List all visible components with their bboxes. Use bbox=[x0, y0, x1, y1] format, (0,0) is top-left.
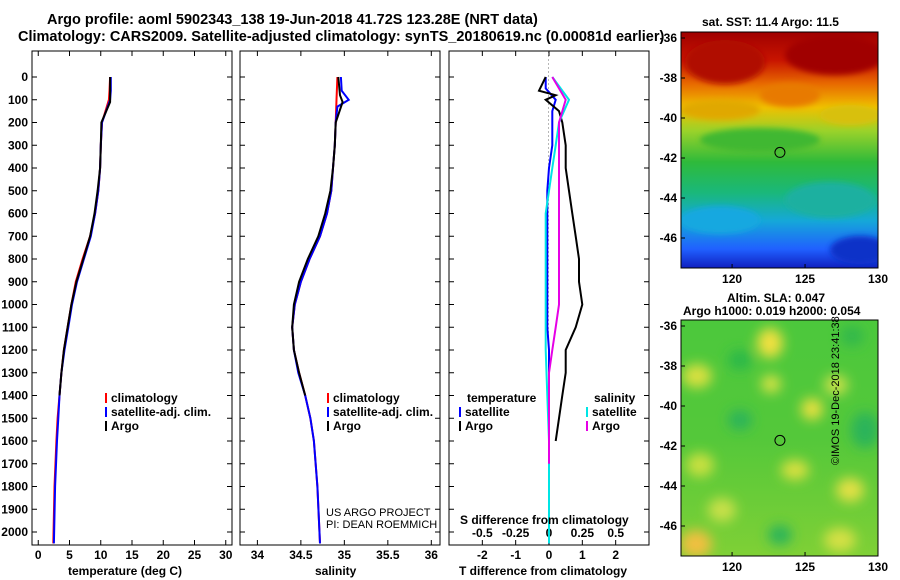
map-x-tick-label: 120 bbox=[722, 272, 742, 286]
x-tick-label: 1 bbox=[579, 548, 586, 562]
y-tick-label: 200 bbox=[8, 116, 28, 130]
y-tick-label: 1200 bbox=[1, 343, 28, 357]
x-tick-label: 10 bbox=[94, 548, 108, 562]
x-tick-label: 25 bbox=[188, 548, 202, 562]
y-tick-label: 100 bbox=[8, 93, 28, 107]
salinity-panel-frame bbox=[239, 50, 441, 546]
sst-map bbox=[681, 32, 878, 268]
series-line-satellite-adj-clim- bbox=[291, 76, 351, 544]
x-tick-label: 36 bbox=[425, 548, 439, 562]
x-tick-label: 30 bbox=[219, 548, 233, 562]
y-tick-label: 300 bbox=[8, 138, 28, 152]
t-difference-axis-label: T difference from climatology bbox=[459, 564, 628, 578]
sla-map-subtitle: Argo h1000: 0.019 h2000: 0.054 bbox=[683, 304, 861, 318]
sst-map-frame bbox=[680, 31, 879, 269]
x-tick-label: 20 bbox=[157, 548, 171, 562]
s-difference-axis-label: S difference from climatology bbox=[460, 513, 629, 527]
temperature-legend-label: satellite-adj. clim. bbox=[111, 405, 211, 419]
y-tick-label: 500 bbox=[8, 184, 28, 198]
map-y-tick-label: -40 bbox=[660, 399, 678, 413]
sst-map-title: sat. SST: 11.4 Argo: 11.5 bbox=[702, 15, 839, 29]
imos-timestamp: ©IMOS 19-Dec-2018 23:41:38 bbox=[830, 316, 842, 465]
title-line-2: Climatology: CARS2009. Satellite-adjuste… bbox=[18, 29, 665, 45]
map-y-tick-label: -40 bbox=[660, 111, 678, 125]
x-tick-label: 35.5 bbox=[376, 548, 400, 562]
pi-credit: PI: DEAN ROEMMICH bbox=[326, 519, 438, 531]
map-x-tick-label: 125 bbox=[795, 272, 815, 286]
map-y-tick-label: -42 bbox=[660, 151, 678, 165]
y-tick-label: 700 bbox=[8, 229, 28, 243]
map-y-tick-label: -44 bbox=[660, 479, 678, 493]
y-tick-label: 2000 bbox=[1, 525, 28, 539]
sla-map-title: Altim. SLA: 0.047 bbox=[727, 291, 826, 305]
y-tick-label: 1600 bbox=[1, 434, 28, 448]
series-line-t-argo bbox=[537, 76, 584, 442]
map-x-tick-label: 130 bbox=[868, 272, 888, 286]
salinity-legend-label: climatology bbox=[333, 391, 400, 405]
y-tick-label: 600 bbox=[8, 207, 28, 221]
temperature-legend-label: climatology bbox=[111, 391, 178, 405]
project-credit: US ARGO PROJECT bbox=[326, 507, 431, 519]
temperature-axis-label: temperature (deg C) bbox=[68, 564, 183, 578]
map-y-tick-label: -46 bbox=[660, 231, 678, 245]
s-legend-title: salinity bbox=[594, 391, 636, 405]
map-x-tick-label: 130 bbox=[868, 560, 888, 574]
series-line-argo bbox=[291, 76, 344, 396]
s-tick-label: 0.25 bbox=[571, 526, 595, 540]
difference-temperature-legend-label: satellite bbox=[465, 405, 510, 419]
sla-map-frame bbox=[680, 319, 879, 557]
y-tick-label: 800 bbox=[8, 252, 28, 266]
map-y-tick-label: -46 bbox=[660, 519, 678, 533]
y-tick-label: 1000 bbox=[1, 298, 28, 312]
x-tick-label: -2 bbox=[477, 548, 488, 562]
y-tick-label: 1100 bbox=[2, 320, 28, 334]
y-tick-label: 1800 bbox=[1, 480, 28, 494]
y-tick-label: 900 bbox=[8, 275, 28, 289]
map-y-tick-label: -44 bbox=[660, 191, 678, 205]
difference-salinity-legend-label: satellite bbox=[592, 405, 637, 419]
temperature-legend-label: Argo bbox=[111, 419, 139, 433]
x-tick-label: 2 bbox=[612, 548, 619, 562]
x-tick-label: 0 bbox=[546, 548, 553, 562]
argo-location-marker bbox=[774, 146, 786, 158]
map-x-tick-label: 125 bbox=[795, 560, 815, 574]
t-legend-title: temperature bbox=[467, 391, 537, 405]
x-tick-label: -1 bbox=[510, 548, 521, 562]
x-tick-label: 35 bbox=[338, 548, 352, 562]
title-line-1: Argo profile: aoml 5902343_138 19-Jun-20… bbox=[47, 12, 538, 28]
map-x-tick-label: 120 bbox=[722, 560, 742, 574]
y-tick-label: 1300 bbox=[1, 366, 28, 380]
x-tick-label: 34.5 bbox=[289, 548, 313, 562]
map-y-tick-label: -38 bbox=[660, 71, 678, 85]
argo-location-marker bbox=[774, 434, 786, 446]
difference-salinity-legend-label: Argo bbox=[592, 419, 620, 433]
s-tick-label: -0.5 bbox=[472, 526, 493, 540]
map-y-tick-label: -38 bbox=[660, 359, 678, 373]
difference-temperature-legend-label: Argo bbox=[465, 419, 493, 433]
salinity-axis-label: salinity bbox=[315, 564, 357, 578]
map-y-tick-label: -42 bbox=[660, 439, 678, 453]
sla-map bbox=[681, 320, 878, 556]
series-line-s-argo bbox=[548, 76, 567, 464]
map-y-tick-label: -36 bbox=[660, 319, 678, 333]
salinity-legend-label: satellite-adj. clim. bbox=[333, 405, 433, 419]
y-tick-label: 1700 bbox=[1, 457, 28, 471]
y-tick-label: 1900 bbox=[1, 502, 28, 516]
s-tick-label: 0.5 bbox=[607, 526, 624, 540]
y-tick-label: 0 bbox=[21, 70, 28, 84]
salinity-legend-label: Argo bbox=[333, 419, 361, 433]
y-tick-label: 1400 bbox=[1, 389, 28, 403]
s-tick-label: -0.25 bbox=[502, 526, 530, 540]
x-tick-label: 15 bbox=[125, 548, 139, 562]
x-tick-label: 34 bbox=[251, 548, 265, 562]
x-tick-label: 5 bbox=[66, 548, 73, 562]
map-y-tick-label: -36 bbox=[660, 31, 678, 45]
y-tick-label: 400 bbox=[8, 161, 28, 175]
y-tick-label: 1500 bbox=[1, 411, 28, 425]
x-tick-label: 0 bbox=[35, 548, 42, 562]
series-line-argo bbox=[58, 77, 112, 396]
temperature-panel-frame bbox=[31, 50, 233, 546]
